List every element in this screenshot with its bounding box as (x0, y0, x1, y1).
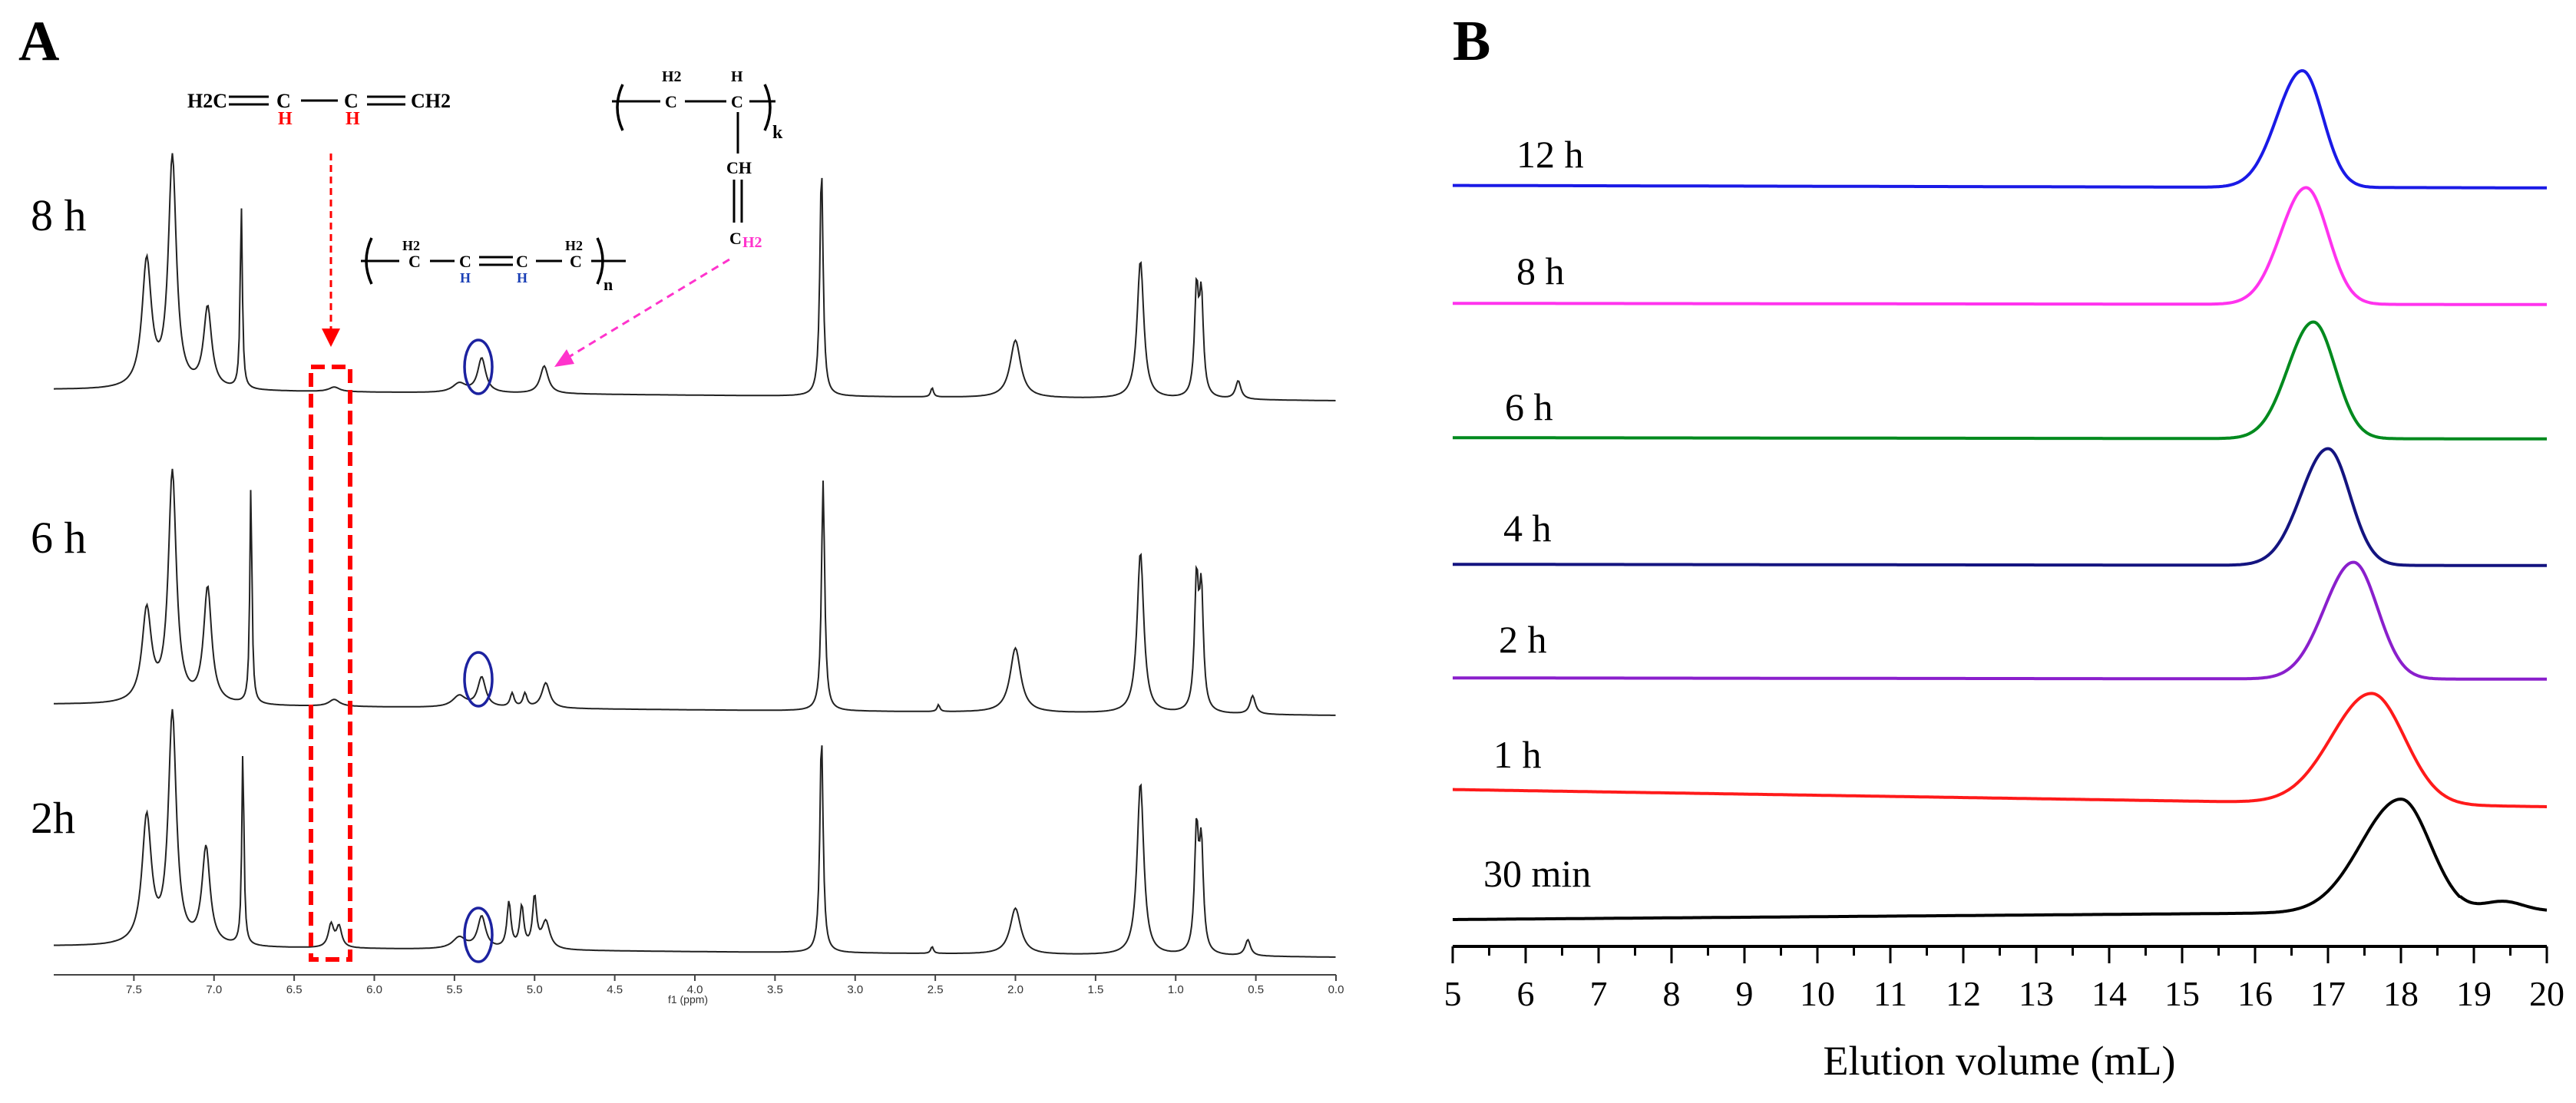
svg-text:H2: H2 (402, 238, 420, 253)
svg-text:H: H (460, 270, 471, 286)
svg-text:C: C (729, 229, 742, 248)
svg-text:C: C (570, 252, 582, 271)
svg-text:H2: H2 (565, 238, 583, 253)
svg-text:C: C (665, 92, 677, 111)
gpc-curve-2 (1453, 320, 2547, 441)
nmr-tick-label: 2.0 (1007, 983, 1023, 996)
nmr-spectra-panel: 8 h 6 h 2h 7.5 7.0 6.5 6.0 5.5 5.0 4.5 4.0 3.5 3.0 2… (31, 68, 1344, 1006)
gpc-curve-0 (1453, 69, 2547, 190)
nmr-spectrum-1 (54, 468, 1336, 716)
svg-text:C: C (516, 252, 528, 271)
svg-text:C: C (344, 90, 359, 112)
gpc-curve-5 (1453, 692, 2547, 808)
nmr-tick-label: 5.5 (446, 983, 462, 996)
svg-text:C: C (408, 252, 421, 271)
nmr-series-label-0: 8 h (31, 190, 87, 240)
svg-text:H2: H2 (662, 68, 682, 85)
nmr-x-axis-label: f1 (ppm) (668, 993, 708, 1006)
gpc-curve-6 (1453, 798, 2548, 921)
svg-text:C: C (731, 92, 743, 111)
nmr-series-label-1: 6 h (31, 513, 87, 563)
gpc-tick-label: 7 (1590, 974, 1608, 1013)
gpc-series-label-1: 8 h (1516, 249, 1565, 292)
gpc-tick-label: 9 (1736, 974, 1754, 1013)
gpc-tick-label: 10 (1800, 974, 1835, 1013)
panel-label-a: A (18, 10, 59, 73)
svg-text:H: H (517, 270, 527, 286)
circle-marker-8h (463, 338, 494, 395)
gpc-series-label-6: 30 min (1483, 852, 1591, 895)
svg-text:H: H (731, 68, 743, 85)
gpc-tick-label: 5 (1444, 974, 1462, 1013)
gpc-curve-4 (1453, 560, 2547, 681)
panel-label-b: B (1453, 10, 1490, 73)
gpc-tick-label: 6 (1517, 974, 1535, 1013)
svg-text:H: H (278, 109, 293, 129)
nmr-tick-label: 6.0 (366, 983, 382, 996)
gpc-series-label-5: 1 h (1493, 733, 1542, 776)
svg-text:n: n (603, 275, 613, 294)
gpc-tick-label: 14 (2092, 974, 2127, 1013)
nmr-tick-label: 1.5 (1087, 983, 1103, 996)
nmr-tick-label: 3.5 (767, 983, 783, 996)
svg-text:H2: H2 (742, 234, 762, 251)
gpc-curve-3 (1453, 447, 2547, 567)
nmr-tick-label: 6.5 (286, 983, 303, 996)
nmr-spectrum-2 (54, 708, 1336, 958)
svg-text:C: C (276, 90, 291, 112)
nmr-spectrum-0 (54, 153, 1336, 401)
svg-text:CH: CH (726, 158, 752, 177)
nmr-tick-label: 3.0 (847, 983, 863, 996)
gpc-tick-label: 20 (2529, 974, 2564, 1013)
gpc-tick-label: 16 (2237, 974, 2273, 1013)
gpc-series-label-0: 12 h (1516, 133, 1584, 176)
vinyl-region-highlight-box (309, 365, 352, 962)
nmr-tick-label: 7.5 (126, 983, 142, 996)
nmr-tick-label: 5.0 (527, 983, 543, 996)
nmr-tick-label: 2.5 (928, 983, 944, 996)
circle-marker-6h (463, 651, 494, 708)
nmr-tick-label: 4.0 (687, 983, 703, 996)
arrow-vinyl-to-peak (564, 258, 730, 361)
gpc-tick-label: 11 (1873, 974, 1907, 1013)
gpc-curve-1 (1453, 186, 2547, 306)
svg-text:H: H (346, 109, 360, 129)
gpc-panel: 12 h 8 h 6 h 4 h 2 h 1 h 30 min 5 6 7 8 9 10 11 12 13 1… (1444, 69, 2564, 1084)
nmr-tick-label: 1.0 (1168, 983, 1184, 996)
nmr-tick-label: 0.0 (1328, 983, 1344, 996)
svg-text:CH2: CH2 (411, 90, 451, 112)
nmr-tick-label: 0.5 (1248, 983, 1264, 996)
nmr-tick-label: 7.0 (206, 983, 222, 996)
gpc-x-axis-label: Elution volume (mL) (1824, 1038, 2176, 1084)
circle-marker-2h (463, 907, 494, 963)
nmr-series-label-2: 2h (31, 793, 75, 843)
svg-text:C: C (459, 252, 471, 271)
poly-1-2-structure: C H2 C H k CH C H2 (612, 68, 783, 251)
nmr-tick-label: 4.5 (607, 983, 623, 996)
monomer-structure: H2C C H C H CH2 (187, 90, 451, 129)
arrow-vinyl-head (554, 349, 574, 367)
gpc-series-label-3: 4 h (1503, 507, 1552, 550)
gpc-tick-label: 8 (1663, 974, 1681, 1013)
gpc-tick-label: 17 (2310, 974, 2346, 1013)
poly-1-4-structure: C H2 C H C H C H2 n (361, 237, 626, 294)
gpc-tick-label: 15 (2164, 974, 2200, 1013)
gpc-tick-label: 19 (2456, 974, 2492, 1013)
gpc-series-label-4: 2 h (1499, 618, 1547, 661)
gpc-series-label-2: 6 h (1505, 385, 1553, 428)
gpc-tick-label: 18 (2383, 974, 2419, 1013)
gpc-tick-label: 12 (1946, 974, 1981, 1013)
svg-text:k: k (772, 123, 783, 143)
gpc-tick-label: 13 (2019, 974, 2054, 1013)
svg-text:H2C: H2C (187, 90, 227, 112)
arrow-monomer-head (322, 329, 340, 347)
